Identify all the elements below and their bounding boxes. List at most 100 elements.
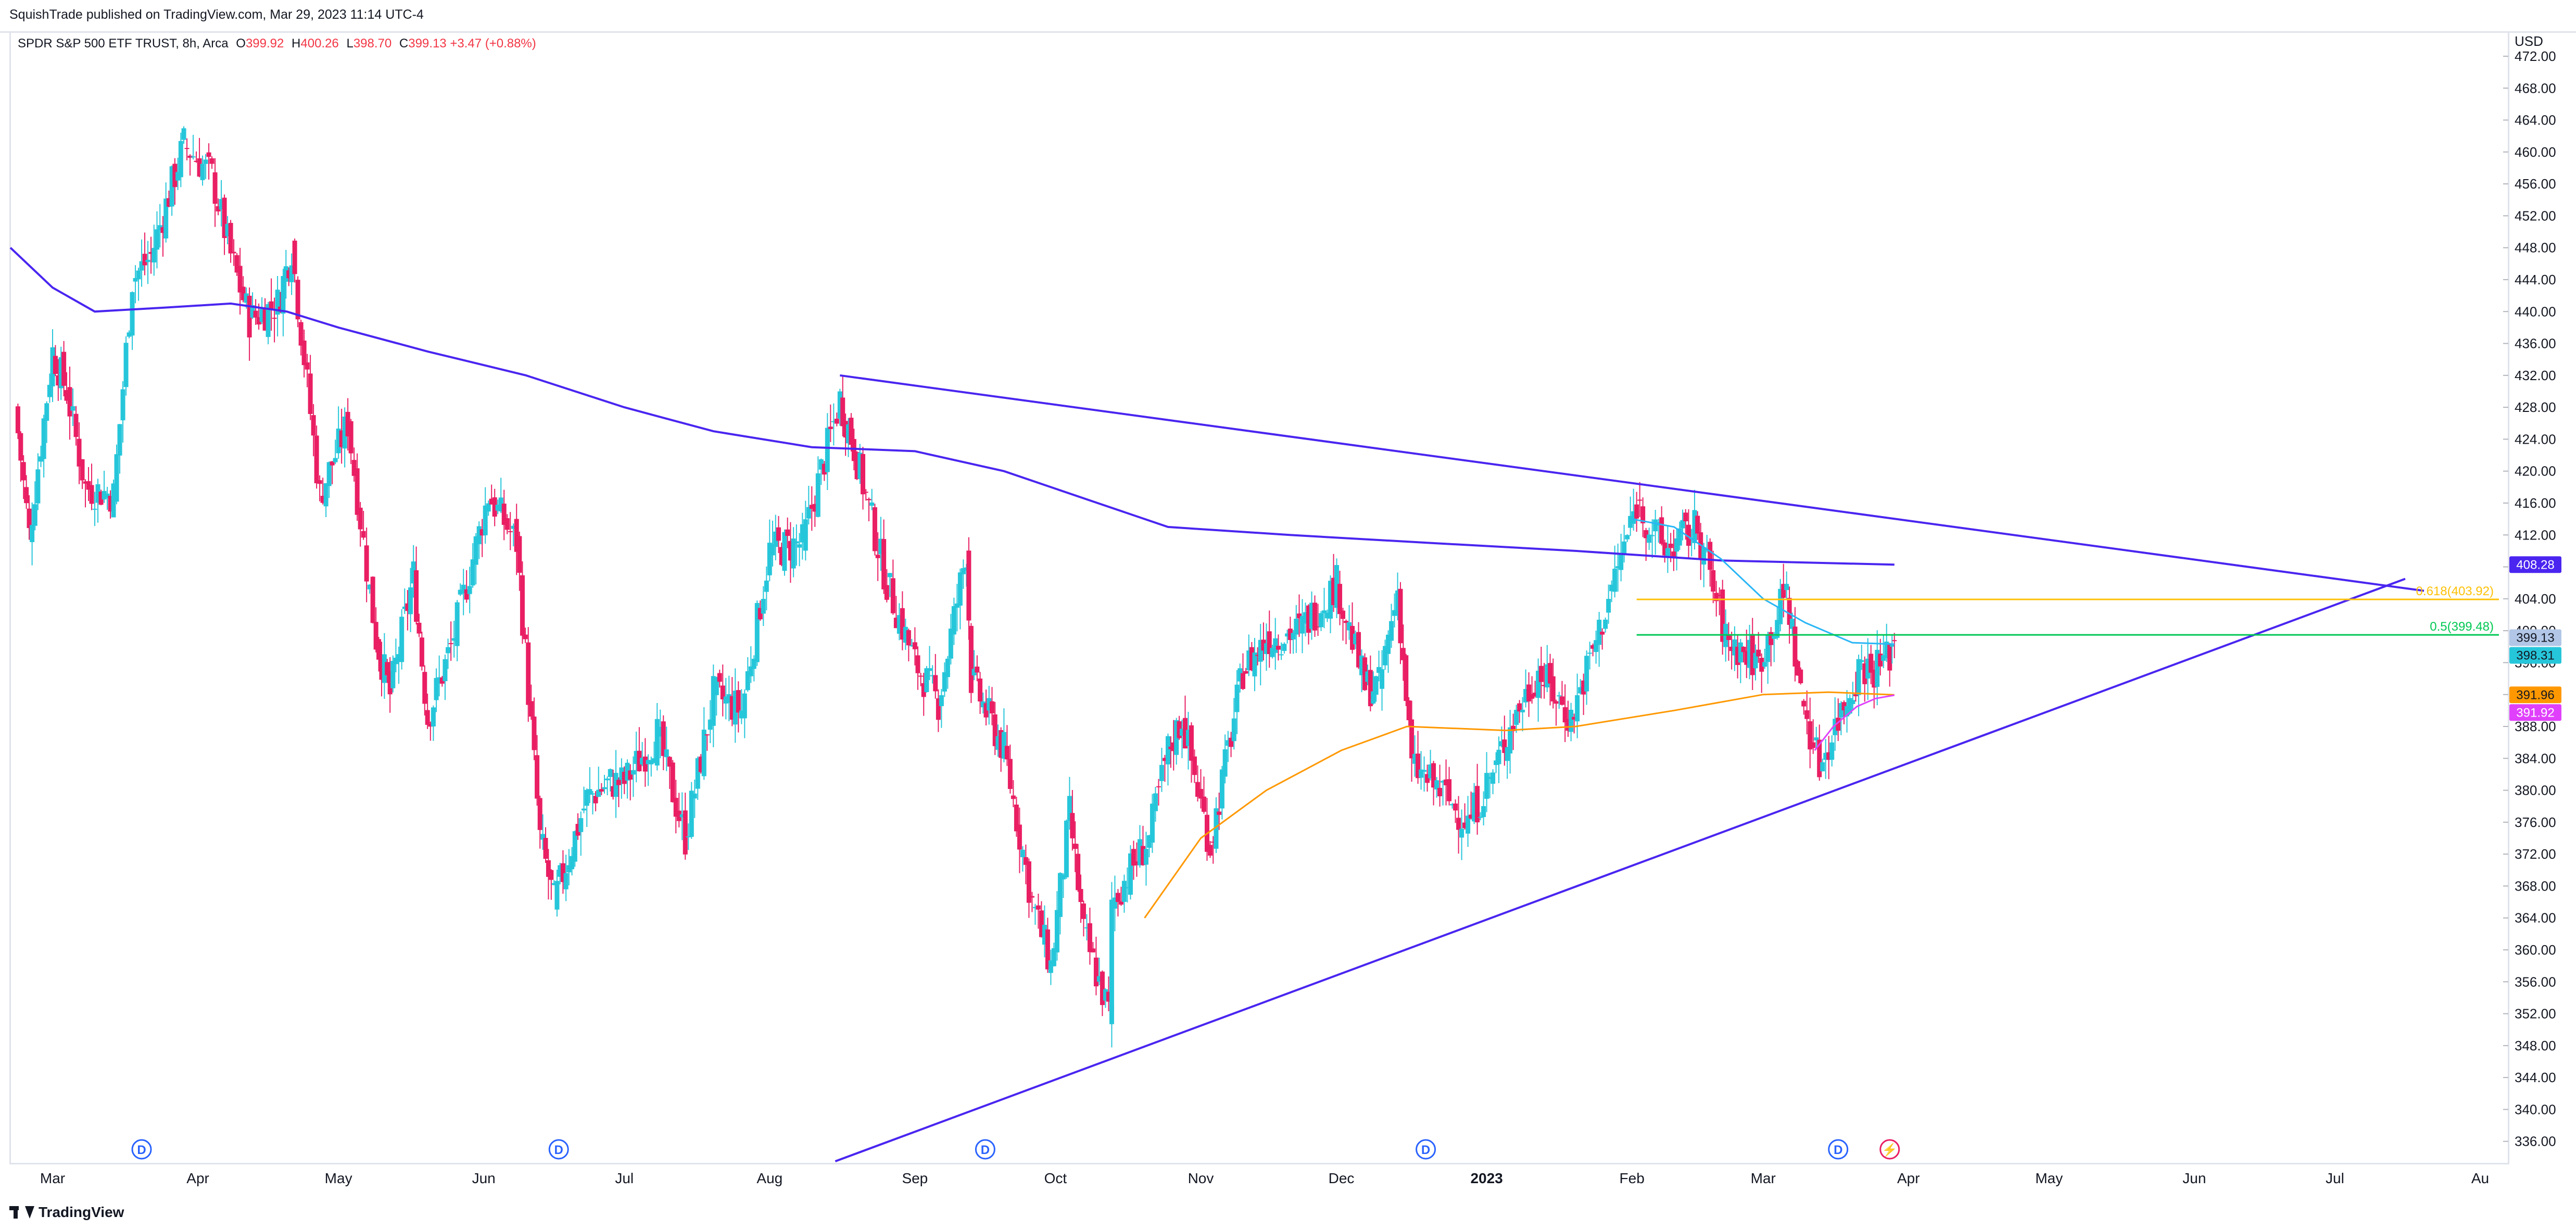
candle-body [1653, 519, 1658, 532]
candle-body [1270, 648, 1275, 657]
candle-body [1198, 788, 1203, 799]
candle-body [1347, 622, 1352, 631]
event-marker-label: D [981, 1143, 990, 1157]
y-tick-label: 448.00 [2515, 240, 2556, 256]
candle-body [983, 703, 989, 718]
candle-body [1057, 873, 1063, 917]
candle-body [1309, 603, 1315, 629]
candle-body [1557, 695, 1562, 697]
candle-body [434, 678, 439, 700]
brand-name: TradingView [39, 1204, 124, 1220]
candle-body [1447, 779, 1452, 801]
candle-body [1029, 896, 1034, 898]
candle-body [1778, 588, 1783, 624]
candle-body [1306, 605, 1311, 633]
candle-body [863, 492, 868, 493]
candle-body [1048, 960, 1053, 973]
high-label: H [292, 36, 301, 51]
candle-body [1862, 663, 1867, 684]
candle-body [1526, 684, 1532, 701]
candle-body [1134, 861, 1139, 866]
candle-body [1677, 528, 1682, 546]
candle-body [1067, 796, 1072, 821]
candle-body [948, 629, 953, 659]
candle-body [191, 156, 196, 158]
candle-body [437, 677, 442, 684]
candle-body [492, 497, 497, 517]
candle-body [1128, 853, 1133, 895]
candle-body [1300, 616, 1305, 634]
y-tick-label: 352.00 [2515, 1006, 2556, 1022]
candle-body [1674, 538, 1680, 552]
candle-body [292, 241, 297, 274]
candle-body [584, 789, 589, 806]
candle-body [1267, 631, 1272, 655]
chart-frame[interactable] [9, 31, 2509, 1164]
candle-body [286, 270, 292, 279]
candle-body [851, 438, 856, 461]
candle-body [887, 573, 892, 578]
candle-body [968, 625, 974, 693]
candle-body [563, 873, 569, 889]
candle-body [1350, 625, 1355, 650]
candle-body [1303, 612, 1308, 624]
candle-body [451, 638, 457, 641]
candle-body [262, 309, 268, 331]
candle-body [1383, 646, 1388, 666]
candle-body [906, 630, 911, 646]
candle-body [896, 615, 902, 634]
candle-body [854, 452, 860, 480]
candle-body [1319, 613, 1324, 628]
candle-body [305, 362, 310, 370]
y-tick-label: 440.00 [2515, 304, 2556, 319]
x-tick-label: Jul [2326, 1170, 2344, 1186]
y-tick-label: 436.00 [2515, 336, 2556, 352]
candle-body [708, 719, 713, 730]
candle-body [1581, 680, 1586, 695]
candle-body [266, 304, 271, 337]
candle-body [1072, 844, 1078, 849]
candle-body [1875, 649, 1880, 687]
y-tick-label: 356.00 [2515, 974, 2556, 989]
candle-body [723, 696, 728, 704]
candle-body [1207, 845, 1213, 856]
candle-body [1150, 804, 1155, 843]
candle-body [1695, 516, 1700, 534]
x-tick-label: 2023 [1470, 1170, 1502, 1186]
candle-body [244, 293, 249, 303]
candle-body [1234, 684, 1240, 712]
candle-body [625, 762, 630, 781]
candle-body [1475, 786, 1480, 823]
candle-body [1814, 737, 1819, 741]
candle-body [1322, 610, 1327, 613]
candle-body [1441, 781, 1446, 783]
candle-body [1217, 811, 1222, 815]
candle-body [458, 590, 463, 595]
candle-body [742, 693, 747, 719]
candle-body [661, 721, 666, 756]
candle-body [912, 642, 917, 649]
candle-body [1156, 786, 1161, 787]
candle-body [1185, 730, 1191, 746]
symbol-legend: SPDR S&P 500 ETF TRUST, 8h, Arca O399.92… [18, 36, 536, 51]
candle-body [1162, 758, 1167, 761]
candle-body [797, 544, 802, 548]
candle-body [1054, 910, 1059, 952]
candle-body [1201, 796, 1206, 812]
candle-body [446, 647, 451, 654]
candle-body [1456, 818, 1461, 830]
candle-body [86, 481, 91, 490]
candle-body [1076, 854, 1081, 891]
candle-body [748, 666, 753, 676]
candle-body [1453, 804, 1458, 811]
candle-body [1631, 511, 1636, 524]
candle-body [241, 286, 246, 300]
candle-body [918, 675, 924, 677]
candle-body [818, 459, 824, 470]
candle-body [160, 227, 166, 233]
y-tick-label: 344.00 [2515, 1070, 2556, 1085]
candle-body [80, 459, 85, 481]
candle-body [1462, 822, 1468, 829]
candle-body [1502, 739, 1507, 753]
